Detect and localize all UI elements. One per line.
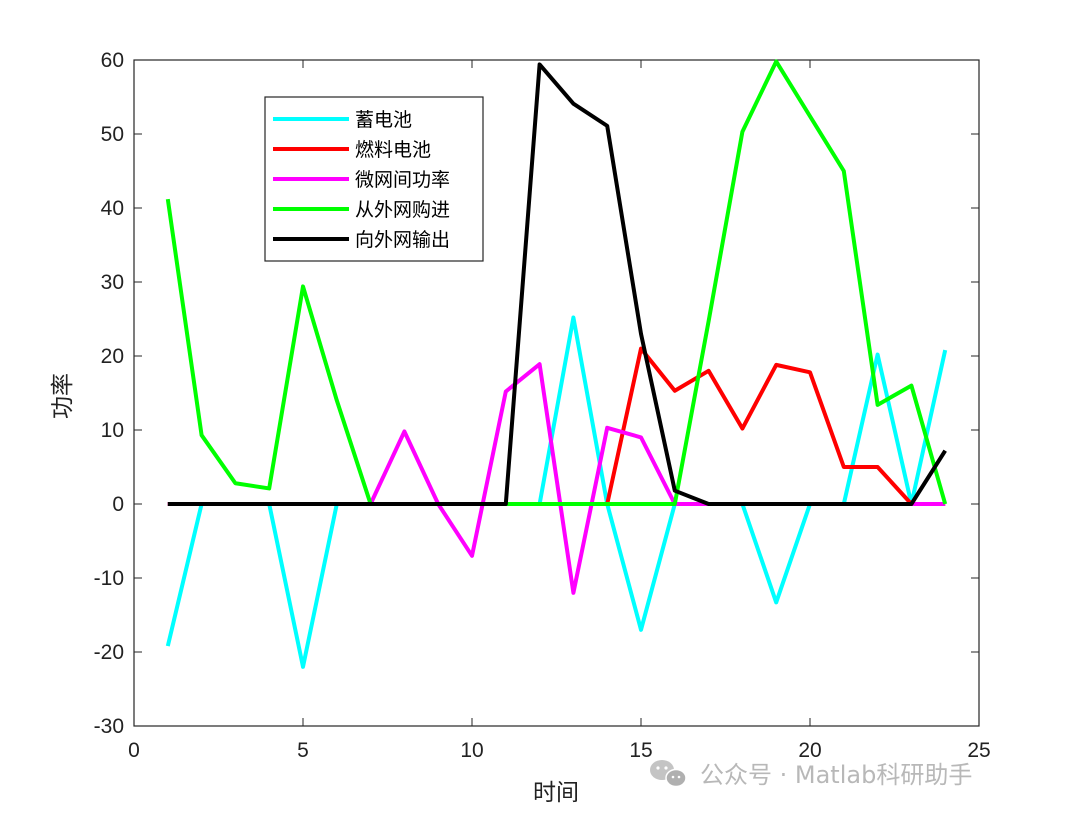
x-axis-title: 时间 — [533, 780, 579, 806]
x-tick-label: 15 — [629, 739, 652, 762]
y-tick-label: -20 — [94, 641, 124, 664]
x-tick-label: 25 — [967, 739, 990, 762]
y-tick-label: 10 — [101, 419, 124, 442]
x-tick-label: 5 — [297, 739, 309, 762]
x-tick-label: 10 — [460, 739, 483, 762]
legend-label-3: 从外网购进 — [355, 199, 450, 221]
y-tick-label: 30 — [101, 271, 124, 294]
legend-label-4: 向外网输出 — [355, 229, 450, 251]
y-tick-label: -10 — [94, 567, 124, 590]
y-tick-label: 50 — [101, 123, 124, 146]
legend-label-1: 燃料电池 — [355, 139, 431, 161]
legend-label-0: 蓄电池 — [355, 109, 412, 131]
x-tick-label: 20 — [798, 739, 821, 762]
y-tick-label: 20 — [101, 345, 124, 368]
plot-area — [133, 59, 980, 727]
watermark-text: 公众号 · Matlab科研助手 — [700, 761, 972, 789]
y-tick-label: -30 — [94, 715, 124, 738]
y-tick-label: 60 — [101, 49, 124, 72]
y-tick-label: 0 — [112, 493, 124, 516]
y-tick-label: 40 — [101, 197, 124, 220]
series-line-3 — [165, 59, 948, 506]
watermark: 公众号 · Matlab科研助手 — [650, 760, 972, 789]
series-line-4 — [167, 62, 947, 506]
wechat-icon — [650, 760, 687, 788]
axes-box — [133, 59, 980, 727]
y-axis-title: 功率 — [50, 373, 76, 419]
ticks-layer: 0 5 10 15 20 25 -30 -20 -10 0 10 20 30 40 50 60 — [94, 49, 991, 762]
x-tick-label: 0 — [128, 739, 140, 762]
series-layer — [165, 59, 948, 669]
legend-label-2: 微网间功率 — [355, 169, 450, 191]
